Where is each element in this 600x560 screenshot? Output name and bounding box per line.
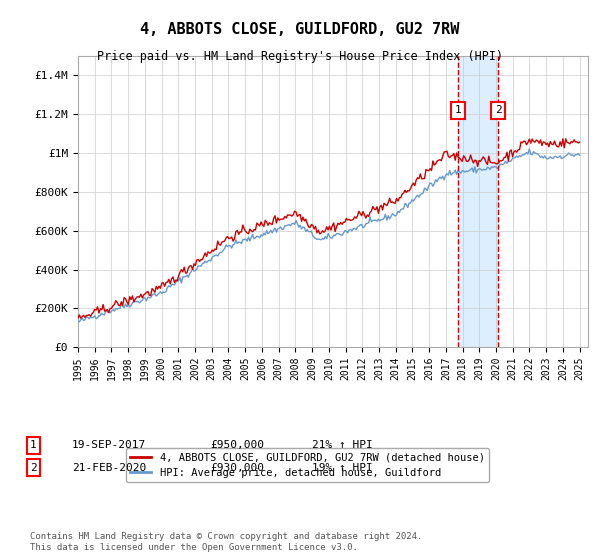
Text: 4, ABBOTS CLOSE, GUILDFORD, GU2 7RW: 4, ABBOTS CLOSE, GUILDFORD, GU2 7RW (140, 22, 460, 38)
Bar (458, 56, 498, 347)
Text: 19-SEP-2017: 19-SEP-2017 (72, 440, 146, 450)
Text: 1: 1 (30, 440, 37, 450)
Text: Price paid vs. HM Land Registry's House Price Index (HPI): Price paid vs. HM Land Registry's House … (97, 50, 503, 63)
Text: 21-FEB-2020: 21-FEB-2020 (72, 463, 146, 473)
Text: 19% ↑ HPI: 19% ↑ HPI (312, 463, 373, 473)
Text: Contains HM Land Registry data © Crown copyright and database right 2024.
This d: Contains HM Land Registry data © Crown c… (30, 532, 422, 552)
Text: 21% ↑ HPI: 21% ↑ HPI (312, 440, 373, 450)
Text: £950,000: £950,000 (210, 440, 264, 450)
Legend: 4, ABBOTS CLOSE, GUILDFORD, GU2 7RW (detached house), HPI: Average price, detach: 4, ABBOTS CLOSE, GUILDFORD, GU2 7RW (det… (126, 448, 489, 482)
Text: £930,000: £930,000 (210, 463, 264, 473)
Text: 2: 2 (495, 105, 502, 115)
Text: 1: 1 (455, 105, 461, 115)
Text: 2: 2 (30, 463, 37, 473)
